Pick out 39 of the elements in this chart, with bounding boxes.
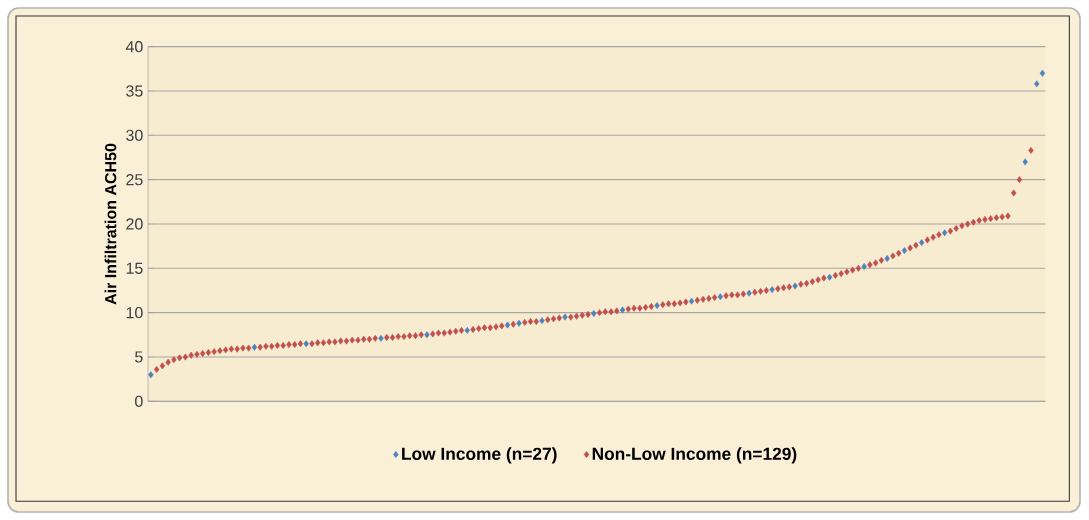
point [717, 293, 724, 301]
legend-label: Low Income (n=27) [402, 447, 557, 464]
point [861, 263, 867, 271]
point [769, 286, 775, 294]
legend-label: Non-Low Income (n=129) [592, 447, 797, 464]
point [792, 282, 798, 290]
point [251, 343, 258, 351]
point [1022, 158, 1028, 166]
point [884, 255, 890, 263]
point [942, 229, 948, 237]
y-tick-label: 30 [126, 129, 143, 141]
y-tick-label: 40 [125, 41, 143, 53]
y-tick-label: 15 [126, 262, 143, 274]
point [901, 247, 908, 255]
point [562, 313, 568, 321]
point [619, 306, 626, 314]
point [688, 297, 695, 305]
point [148, 371, 154, 379]
y-tick-label: 25 [126, 174, 143, 186]
point [746, 289, 752, 297]
point [378, 334, 384, 342]
point [539, 317, 545, 325]
point [504, 321, 511, 329]
y-tick-label: 35 [126, 85, 143, 97]
y-axis-title: Air Infiltration ACH50 [104, 143, 117, 305]
point [1039, 69, 1046, 77]
y-tick-label: 20 [126, 218, 143, 230]
point [826, 273, 833, 281]
y-tick-label: 10 [126, 307, 143, 319]
point [303, 340, 309, 348]
point [424, 331, 430, 339]
point [516, 319, 522, 327]
point [1034, 80, 1040, 88]
y-tick-label: 0 [135, 395, 143, 407]
y-tick-label: 5 [135, 351, 143, 363]
point [464, 326, 470, 334]
point [654, 302, 660, 310]
point [591, 310, 597, 318]
point [918, 239, 925, 247]
